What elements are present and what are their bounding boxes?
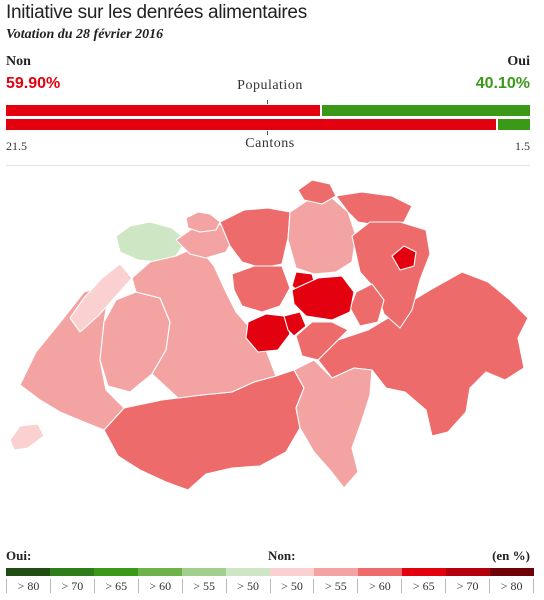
legend-unit-label: (en %) [492,548,530,563]
cantons-bar [6,119,530,130]
legend-swatch [6,568,50,576]
legend-swatch [50,568,94,576]
legend-swatch [94,568,138,576]
legend-swatch [358,568,402,576]
legend-tick: > 60 [137,579,182,593]
non-percentage: 59.90% [6,75,61,92]
population-bar [6,105,530,116]
oui-percentage: 40.10% [475,75,530,92]
canton-lucerne [231,265,291,313]
legend-tick: > 55 [313,579,357,593]
legend-tick: > 80 [6,579,50,593]
canton-vaud [19,283,125,431]
canton-basel [185,211,221,233]
population-bar-oui [322,105,530,116]
canton-nidwalden [283,311,307,337]
legend-tick: > 70 [49,579,94,593]
legend-swatch [138,568,182,576]
page-title: Initiative sur les denrées alimentaires [6,2,307,23]
legend-swatch [446,568,490,576]
legend-ticks: > 80 > 70 > 65 > 60 > 55 > 50 > 50 > 55 > 60 > 65… [6,579,535,593]
legend-tick: > 70 [445,579,489,593]
legend-swatch [402,568,446,576]
cantons-bar-oui [498,119,530,130]
legend-tick: > 65 [401,579,445,593]
canton-geneva [9,423,45,451]
canton-ticino [293,359,373,489]
cantons-non-count: 21.5 [6,139,27,153]
legend-swatch [314,568,358,576]
canton-appenzell [391,245,417,271]
canton-jura [115,221,187,263]
legend-oui-label: Oui: [6,548,32,563]
switzerland-canton-map [9,179,529,491]
cantons-bar-non [6,119,496,130]
divider [6,165,530,166]
legend-tick: > 50 [225,579,270,593]
page-subtitle: Votation du 28 février 2016 [6,27,164,42]
canton-obwalden [245,313,291,353]
oui-label: Oui [507,54,530,69]
legend-tick: > 80 [489,579,535,593]
legend-swatch [490,568,534,576]
legend-tick: > 60 [357,579,401,593]
legend-tick: > 65 [93,579,138,593]
legend-swatches [6,568,534,576]
non-label: Non [6,54,31,69]
legend-swatch [270,568,314,576]
legend-tick: > 55 [181,579,226,593]
canton-thurgau [335,191,413,227]
canton-uri [295,321,349,361]
legend-non-label: Non: [268,548,296,563]
legend-tick: > 50 [269,579,314,593]
canton-aargau [219,207,291,269]
legend-swatch [182,568,226,576]
population-label: Population [237,78,303,93]
population-bar-non [6,105,320,116]
legend-swatch [226,568,270,576]
cantons-label: Cantons [245,136,295,151]
canton-schwyz [291,275,355,321]
population-majority-tick [267,100,268,104]
cantons-oui-count: 1.5 [515,139,530,153]
cantons-majority-tick [267,131,268,135]
